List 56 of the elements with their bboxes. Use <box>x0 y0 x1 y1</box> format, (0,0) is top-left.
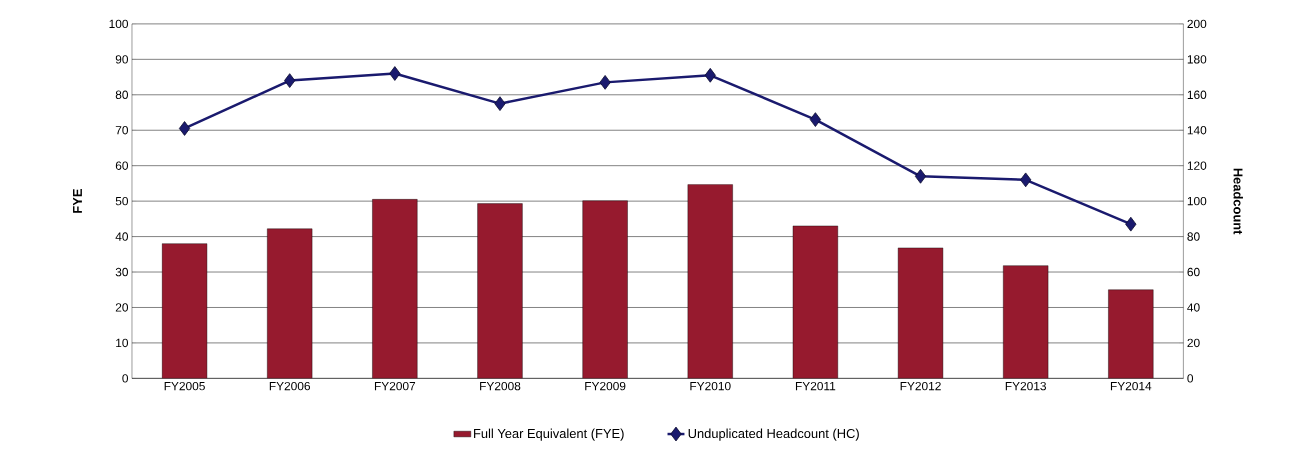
legend-label: Full Year Equivalent (FYE) <box>474 428 624 441</box>
bar <box>267 228 313 379</box>
y2-tick-label: 0 <box>1187 374 1194 383</box>
x-tick-label: FY2005 <box>164 381 205 391</box>
y2-tick-label: 160 <box>1187 90 1207 99</box>
y2-tick-label: 100 <box>1187 196 1207 206</box>
x-tick-label: FY2013 <box>1005 381 1046 391</box>
point <box>284 73 296 88</box>
y2-tick-label: 60 <box>1187 267 1200 277</box>
y-tick-label: 50 <box>115 196 129 206</box>
y2-tick-label: 180 <box>1187 55 1207 64</box>
x-tick-label: FY2008 <box>480 381 521 391</box>
x-tick-label: FY2011 <box>795 381 836 391</box>
y2-axis-title: Headcount <box>1233 168 1243 235</box>
point <box>389 66 401 81</box>
point <box>494 96 506 111</box>
point <box>178 121 191 136</box>
x-tick-label: FY2007 <box>374 381 416 391</box>
x-tick-label: FY2010 <box>690 381 731 391</box>
bar <box>1108 289 1154 379</box>
y2-tick-label: 40 <box>1187 303 1200 312</box>
bar <box>897 247 944 379</box>
point <box>914 168 927 184</box>
bar <box>161 243 208 379</box>
y-axis-title: FYE <box>73 189 82 213</box>
legend-label: Unduplicated Headcount (HC) <box>688 428 859 441</box>
y-tick-label: 60 <box>115 161 129 170</box>
bar <box>687 184 733 379</box>
y2-tick-label: 80 <box>1187 232 1200 241</box>
bar <box>792 225 838 379</box>
point <box>1020 172 1032 188</box>
bar <box>1003 265 1049 379</box>
point <box>809 112 821 127</box>
y-tick-label: 100 <box>109 19 129 29</box>
y-tick-label: 30 <box>115 267 129 277</box>
y-tick-label: 70 <box>115 126 129 135</box>
bar <box>372 199 418 379</box>
x-tick-label: FY2014 <box>1110 381 1152 391</box>
point <box>599 75 611 90</box>
y-tick-label: 0 <box>122 374 129 383</box>
y2-tick-label: 200 <box>1187 19 1207 29</box>
y2-tick-label: 20 <box>1187 338 1200 348</box>
y2-tick-label: 120 <box>1187 161 1207 170</box>
y-tick-label: 40 <box>115 232 129 241</box>
bar <box>477 203 523 379</box>
x-tick-label: FY2006 <box>269 381 311 391</box>
y-tick-label: 80 <box>115 90 129 99</box>
y2-tick-label: 140 <box>1187 126 1207 135</box>
y-tick-label: 90 <box>115 55 129 64</box>
point <box>704 67 716 83</box>
y-tick-label: 10 <box>116 338 129 348</box>
y-tick-label: 20 <box>115 303 129 312</box>
bar <box>582 200 628 379</box>
x-tick-label: FY2012 <box>900 381 941 391</box>
point <box>1125 216 1137 232</box>
x-tick-label: FY2009 <box>585 381 626 391</box>
